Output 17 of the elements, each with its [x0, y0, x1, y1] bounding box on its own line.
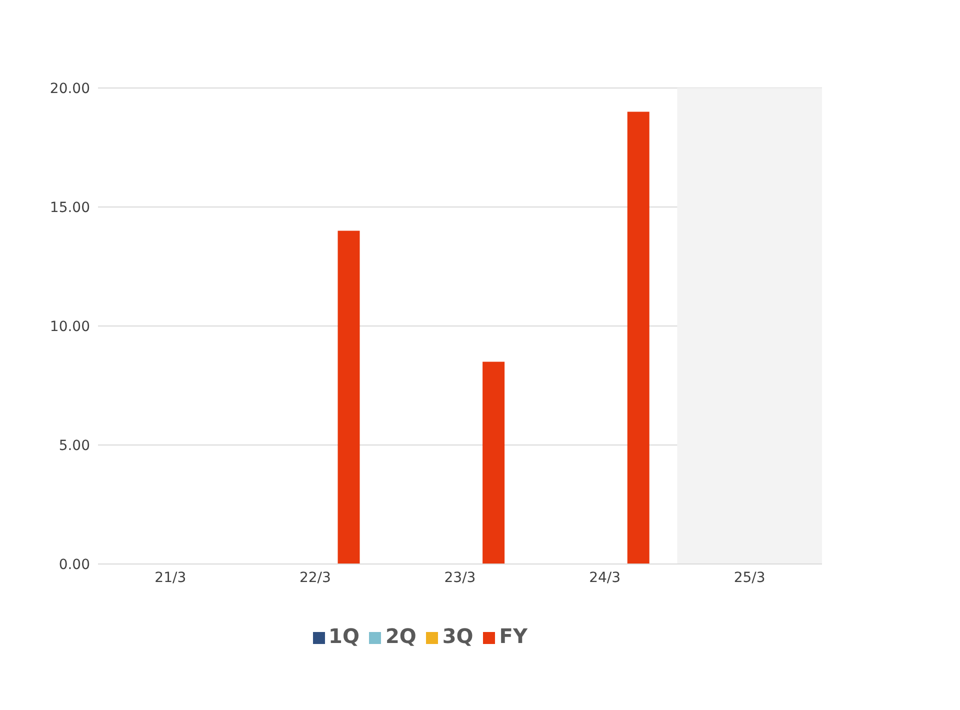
legend-label: 1Q: [328, 624, 360, 648]
x-tick-label: 23/3: [444, 570, 476, 586]
y-tick-label: 5.00: [58, 438, 90, 454]
x-tick-label: 24/3: [589, 570, 621, 586]
bar: [482, 362, 505, 564]
x-tick-label: 22/3: [299, 570, 331, 586]
legend-label: 3Q: [442, 624, 474, 648]
bar: [627, 112, 650, 564]
legend-label: FY: [499, 624, 528, 648]
y-tick-label: 15.00: [50, 200, 90, 216]
x-tick-label: 25/3: [734, 570, 766, 586]
y-tick-label: 10.00: [50, 318, 90, 335]
y-tick-label: 0.00: [58, 556, 90, 573]
legend-label: 2Q: [385, 624, 416, 648]
bar: [338, 230, 360, 564]
y-tick-label: 20.00: [50, 80, 90, 97]
x-tick-label: 21/3: [154, 570, 186, 586]
